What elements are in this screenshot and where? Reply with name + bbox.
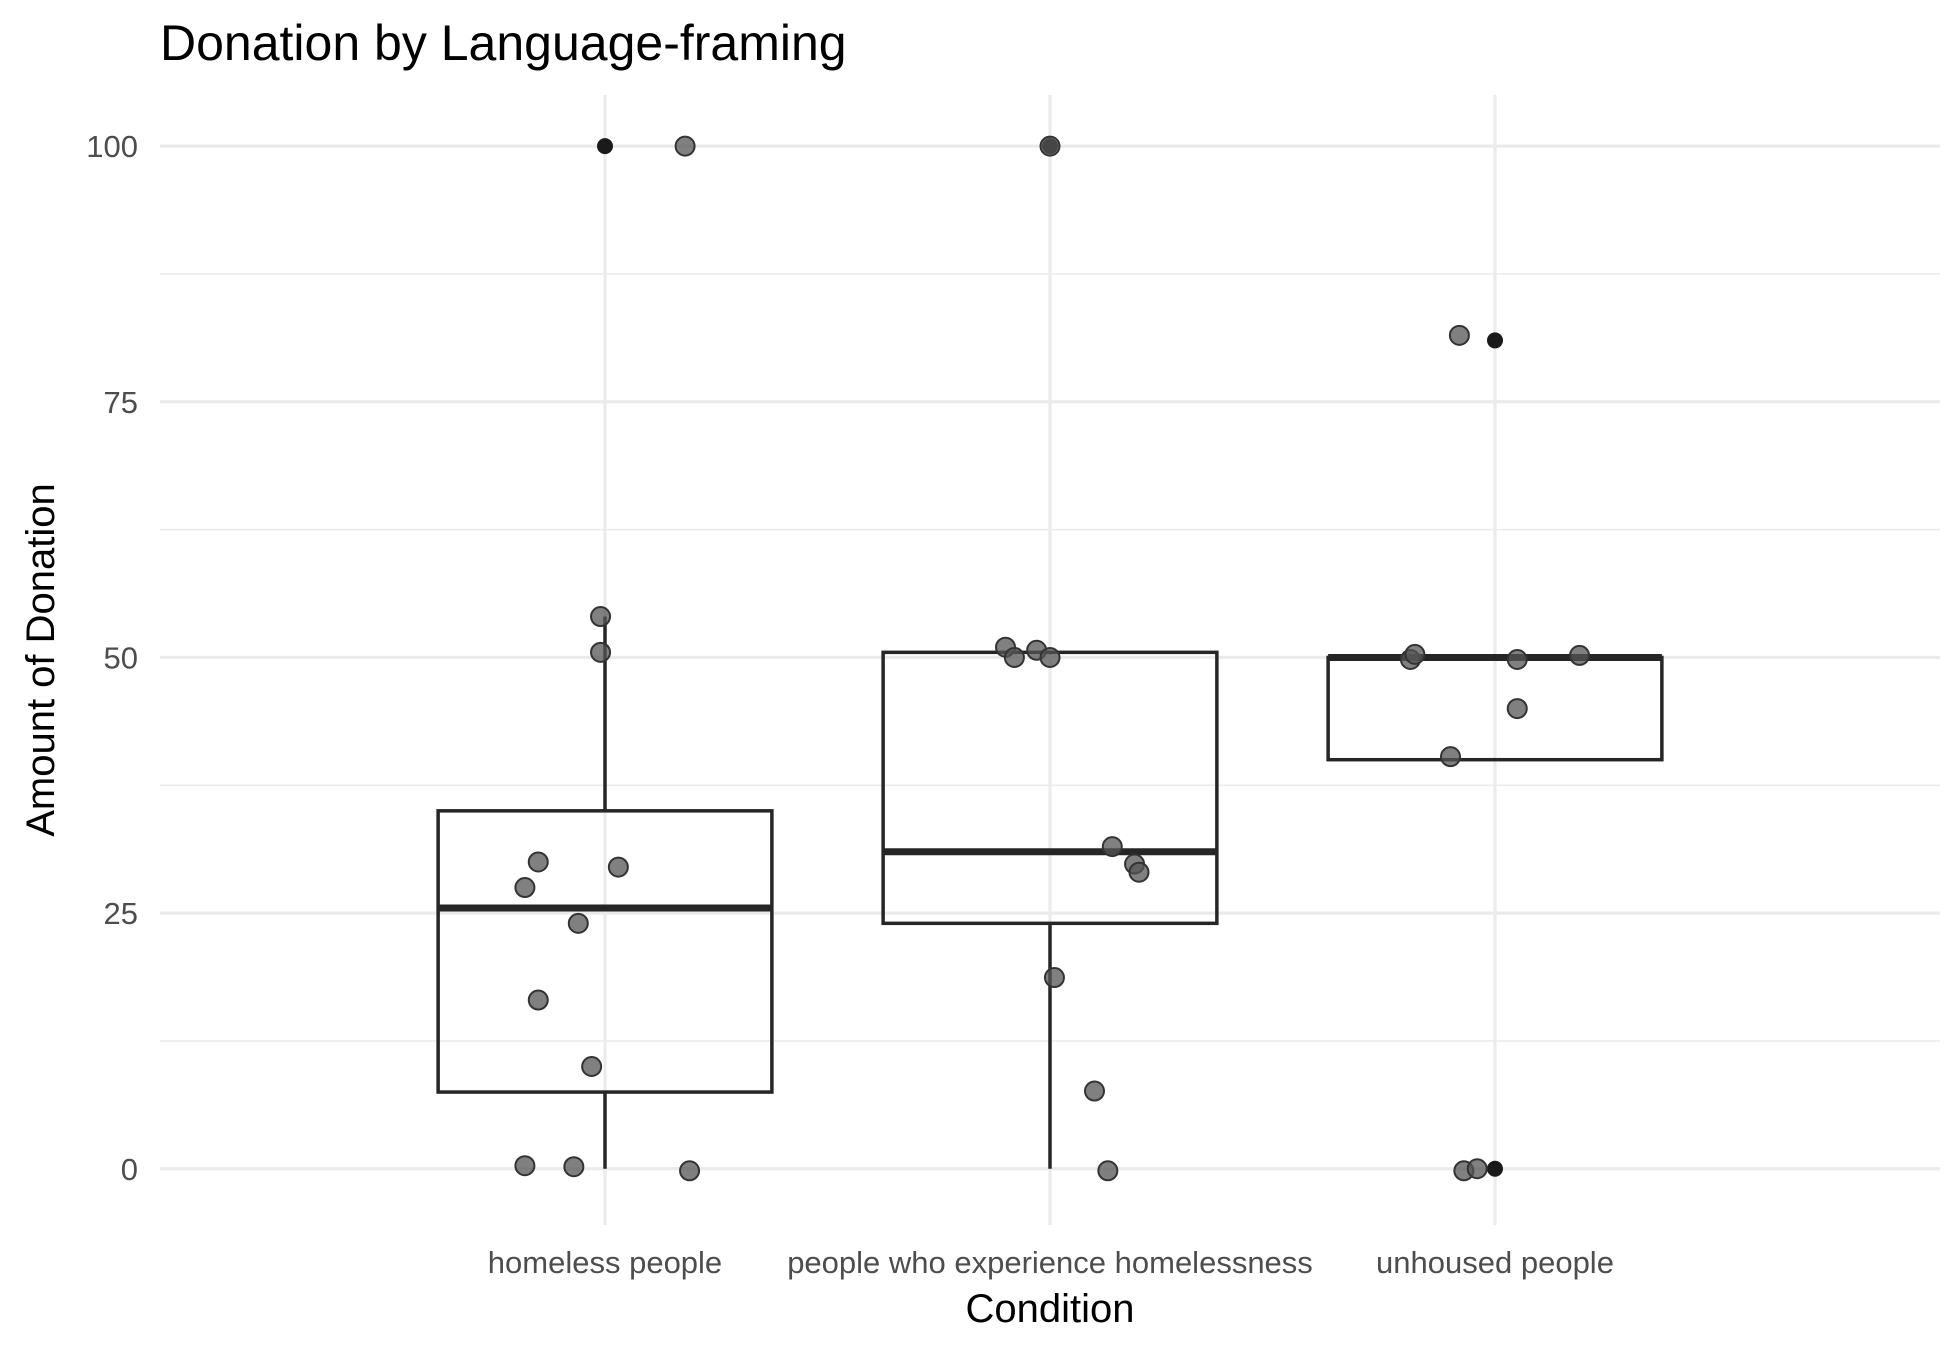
data-point bbox=[1039, 646, 1061, 668]
data-point bbox=[1506, 698, 1528, 720]
data-point bbox=[1003, 646, 1025, 668]
data-point bbox=[1084, 1080, 1105, 1102]
data-point bbox=[674, 135, 696, 157]
data-point bbox=[590, 641, 612, 663]
data-point bbox=[1097, 1160, 1119, 1182]
data-point bbox=[1043, 967, 1065, 989]
y-tick-label: 25 bbox=[104, 896, 138, 931]
data-point bbox=[1101, 836, 1123, 858]
data-point bbox=[563, 1156, 585, 1178]
x-axis-title: Condition bbox=[965, 1287, 1134, 1331]
outlier-point bbox=[597, 138, 613, 155]
data-point bbox=[1506, 648, 1528, 670]
data-point bbox=[514, 877, 536, 899]
x-tick-label: unhoused people bbox=[1376, 1245, 1614, 1280]
x-tick-label: homeless people bbox=[488, 1245, 722, 1280]
chart-title: Donation by Language-framing bbox=[160, 15, 847, 71]
data-point bbox=[1569, 644, 1591, 666]
data-point bbox=[1039, 135, 1061, 157]
y-axis-title: Amount of Donation bbox=[19, 483, 63, 837]
data-point bbox=[607, 856, 629, 878]
y-tick-label: 75 bbox=[104, 385, 138, 420]
data-point bbox=[1448, 324, 1470, 346]
data-point bbox=[581, 1055, 603, 1077]
data-point bbox=[1128, 861, 1150, 883]
data-point bbox=[527, 851, 549, 873]
data-point bbox=[590, 606, 612, 628]
data-point bbox=[527, 989, 549, 1011]
y-tick-label: 0 bbox=[121, 1152, 138, 1187]
outlier-point bbox=[1487, 332, 1503, 349]
data-point bbox=[1440, 746, 1461, 768]
data-point bbox=[1466, 1158, 1488, 1180]
data-point bbox=[679, 1160, 701, 1182]
y-tick-label: 50 bbox=[104, 640, 138, 675]
data-point bbox=[1404, 643, 1426, 665]
y-tick-label: 100 bbox=[86, 129, 138, 164]
data-point bbox=[567, 912, 589, 934]
outlier-point bbox=[1487, 1160, 1503, 1177]
data-point bbox=[514, 1155, 536, 1177]
box bbox=[436, 809, 774, 1094]
x-tick-label: people who experience homelessness bbox=[787, 1245, 1313, 1280]
